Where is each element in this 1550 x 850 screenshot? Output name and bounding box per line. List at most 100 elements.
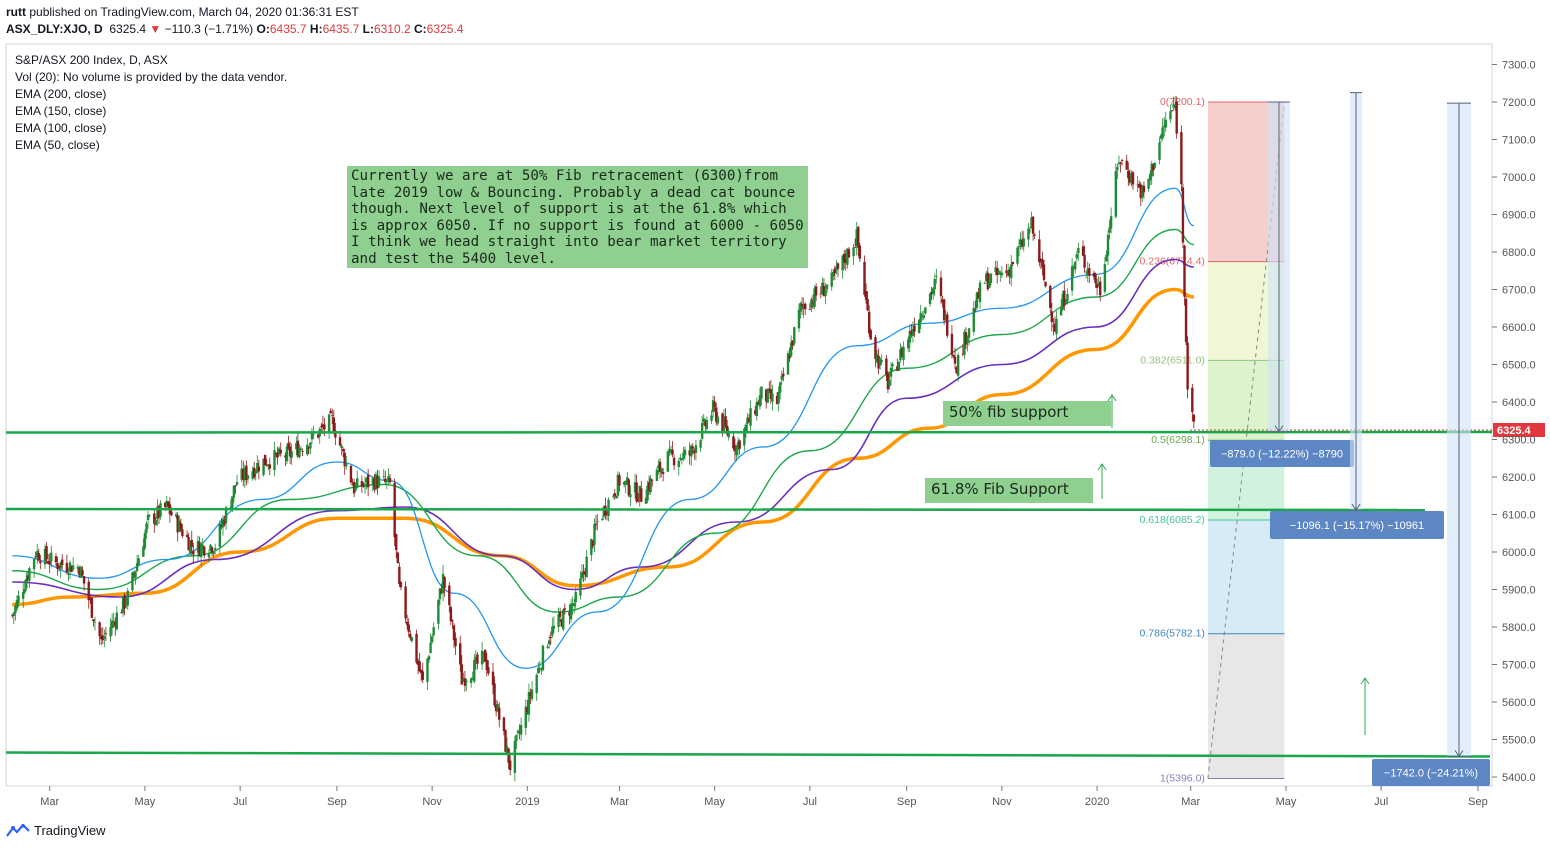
candle-body — [229, 506, 232, 508]
candle-body — [764, 389, 768, 402]
candle-body — [1125, 160, 1128, 170]
candle-body — [167, 501, 170, 508]
candle-body — [558, 612, 562, 617]
up-arrow-head — [1107, 394, 1117, 402]
legend-volume[interactable]: Vol (20): No volume is provided by the d… — [15, 70, 288, 84]
y-tick-label: 6000.0 — [1502, 547, 1536, 559]
x-tick-label: May — [135, 796, 156, 808]
candle-body — [1027, 228, 1030, 240]
candle-body — [1159, 135, 1163, 139]
analysis-note[interactable]: Currently we are at 50% Fib retracement … — [347, 166, 808, 268]
candle-body — [1072, 266, 1075, 270]
candle-body — [1050, 311, 1054, 323]
candle-body — [110, 620, 114, 629]
candle-body — [301, 451, 304, 452]
candle-body — [647, 482, 651, 491]
candle-body — [822, 286, 826, 297]
plot-frame — [5, 43, 1493, 787]
candle-body — [635, 482, 638, 502]
candle-body — [451, 620, 454, 622]
candle-body — [988, 281, 991, 288]
candle-body — [473, 660, 476, 682]
candle-body — [953, 356, 957, 364]
candle-body — [902, 347, 905, 360]
candle-body — [743, 428, 746, 446]
x-tick-label: May — [704, 796, 725, 808]
candle-body — [26, 575, 30, 580]
candle-body — [613, 493, 616, 497]
candle-body — [290, 451, 293, 458]
candle-body — [263, 454, 267, 465]
candle-body — [897, 361, 901, 372]
candle-body — [78, 567, 81, 576]
candle-body — [590, 538, 593, 556]
candle-body — [1010, 264, 1013, 279]
candle-body — [646, 485, 649, 501]
candle-body — [1170, 110, 1174, 112]
fib50-tag[interactable]: 50% fib support — [943, 401, 1111, 426]
fib618-tag[interactable]: 61.8% Fib Support — [925, 478, 1093, 503]
legend-ema100[interactable]: EMA (100, close) — [15, 121, 107, 135]
candle-body — [376, 475, 379, 489]
candle-body — [572, 603, 576, 607]
candle-body — [28, 568, 31, 581]
candle-body — [530, 689, 534, 700]
legend-title[interactable]: S&P/ASX 200 Index, D, ASX — [15, 53, 168, 67]
candle-body — [1147, 178, 1150, 189]
candle-body — [265, 464, 268, 466]
candle-body — [1088, 268, 1091, 276]
candle-body — [299, 448, 303, 450]
candle-body — [384, 478, 387, 483]
candle-body — [135, 563, 139, 571]
legend-ema50[interactable]: EMA (50, close) — [15, 138, 100, 152]
candle-body — [633, 482, 637, 493]
candle-body — [365, 478, 368, 483]
candle-body — [516, 730, 520, 733]
candle-body — [207, 553, 211, 558]
candle-body — [295, 442, 298, 450]
high-label: H: — [309, 22, 323, 36]
legend-ema150[interactable]: EMA (150, close) — [15, 104, 107, 118]
candle-body — [964, 332, 968, 345]
candle-body — [808, 309, 812, 310]
y-tick-label: 6100.0 — [1502, 510, 1536, 522]
candle-body — [485, 659, 488, 670]
candle-body — [863, 261, 866, 295]
x-tick-label: Jul — [1374, 796, 1388, 808]
candle-body — [209, 544, 212, 551]
legend-ema200[interactable]: EMA (200, close) — [15, 87, 107, 101]
candle-body — [775, 395, 779, 404]
candle-body — [449, 607, 453, 622]
candle-body — [154, 519, 158, 525]
candle-body — [1086, 268, 1089, 275]
candle-body — [287, 442, 290, 449]
candle-body — [1084, 271, 1088, 273]
candle-body — [262, 458, 265, 475]
y-tick-label: 7100.0 — [1502, 135, 1536, 147]
candle-body — [660, 468, 663, 474]
candle-body — [432, 627, 435, 636]
x-tick-label: Nov — [422, 796, 442, 808]
candle-body — [1019, 239, 1022, 245]
candle-body — [54, 556, 58, 563]
candle-body — [560, 619, 563, 627]
candle-body — [983, 282, 986, 284]
candle-body — [747, 417, 751, 423]
y-tick-label: 5800.0 — [1502, 622, 1536, 634]
candle-body — [944, 314, 947, 319]
candle-body — [469, 678, 473, 683]
last-price-tag — [1493, 422, 1545, 437]
candle-body — [312, 434, 315, 436]
candle-body — [803, 303, 807, 310]
candle-body — [132, 574, 136, 575]
candle-body — [1092, 272, 1096, 277]
candle-body — [310, 431, 314, 440]
candle-body — [459, 643, 462, 665]
candle-body — [836, 263, 840, 269]
candle-body — [1183, 245, 1186, 297]
candle-body — [349, 465, 353, 483]
candle-body — [493, 683, 496, 706]
candle-body — [153, 513, 156, 524]
measure-label: −1742.0 (−24.21%) — [1384, 768, 1478, 780]
